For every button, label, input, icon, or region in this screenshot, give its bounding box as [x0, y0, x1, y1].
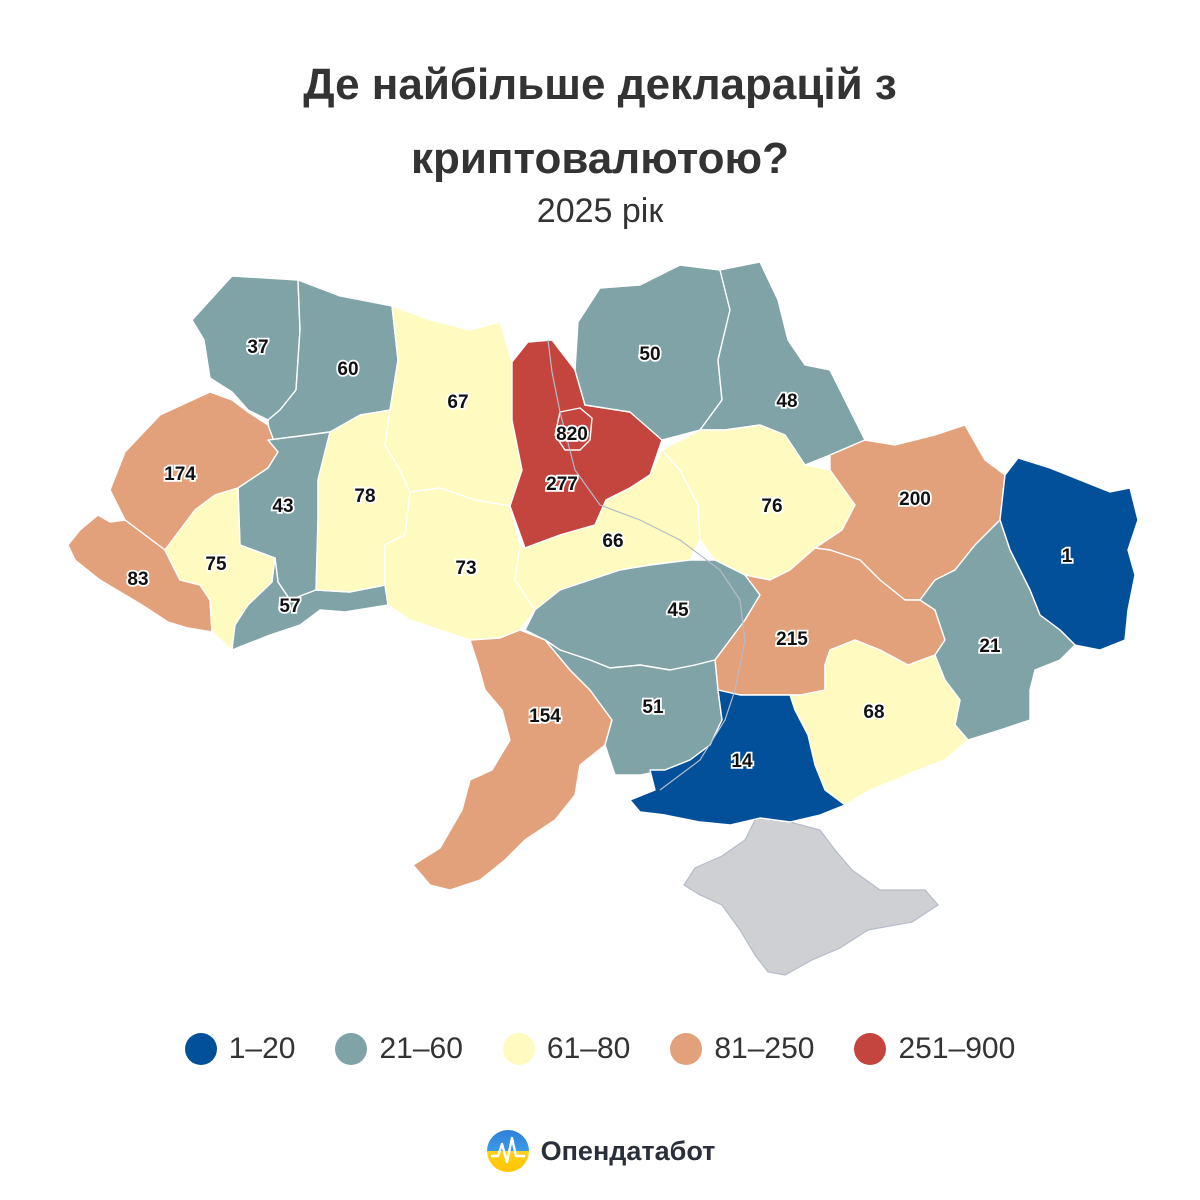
- brand: Опендатабот: [0, 1128, 1200, 1174]
- region-kyiv-city[interactable]: [554, 407, 593, 451]
- value-label-ivano-frankivsk: 75: [205, 554, 227, 575]
- value-label-vinnytsia: 73: [455, 558, 476, 579]
- legend-dot: [335, 1033, 368, 1065]
- value-label-zaporizhzhia: 68: [863, 702, 884, 723]
- chart-title: Де найбільше декларацій з криптовалютою?: [100, 48, 1100, 196]
- value-label-cherkasy: 66: [602, 531, 623, 552]
- dnipro-river: [547, 339, 746, 791]
- value-label-lviv: 174: [164, 464, 196, 485]
- brand-name: Опендатабот: [540, 1135, 716, 1166]
- value-label-ternopil: 43: [272, 496, 293, 517]
- region-chernivtsi[interactable]: [231, 557, 389, 651]
- legend-dot: [184, 1033, 217, 1065]
- value-label-zakarpattia: 83: [127, 569, 148, 590]
- value-label-kyiv-city: 820: [556, 424, 588, 445]
- value-label-mykolaiv: 51: [642, 697, 664, 718]
- title-line-2: криптовалютою?: [410, 134, 790, 183]
- legend-label: 251–900: [898, 1032, 1016, 1065]
- legend-label: 61–80: [546, 1032, 631, 1065]
- legend-label: 21–60: [379, 1032, 463, 1065]
- value-label-rivne: 60: [337, 359, 358, 380]
- value-label-kharkiv: 200: [899, 489, 931, 510]
- value-label-chernivtsi: 57: [279, 596, 300, 617]
- region-crimea[interactable]: [683, 817, 939, 976]
- legend-label: 81–250: [714, 1032, 815, 1065]
- legend-item-5: 251–900: [854, 1032, 1015, 1066]
- legend-dot: [854, 1033, 887, 1065]
- value-label-kyiv-oblast: 277: [546, 474, 578, 495]
- legend-dot: [670, 1033, 703, 1065]
- legend-label: 1–20: [228, 1032, 296, 1065]
- value-label-luhansk: 1: [1062, 546, 1073, 567]
- value-label-khmelnytskyi: 78: [354, 486, 375, 507]
- legend-item-1: 1–20: [184, 1032, 296, 1066]
- value-label-dnipropetrovsk: 215: [776, 629, 808, 650]
- legend-item-2: 21–60: [335, 1032, 463, 1066]
- legend-item-3: 61–80: [502, 1032, 631, 1066]
- value-label-chernihiv: 50: [639, 344, 660, 365]
- legend: 1–20 21–60 61–80 81–250 251–900: [0, 1032, 1200, 1066]
- value-label-kherson: 14: [731, 751, 753, 772]
- value-label-poltava: 76: [761, 496, 782, 517]
- region-sumy[interactable]: [699, 261, 866, 466]
- title-line-1: Де найбільше декларацій з: [303, 60, 897, 109]
- value-label-zhytomyr: 67: [447, 392, 468, 413]
- legend-dot: [502, 1033, 535, 1065]
- region-kherson[interactable]: [629, 689, 846, 826]
- chart-subtitle: 2025 рік: [536, 192, 664, 230]
- value-label-volyn: 37: [247, 337, 268, 358]
- value-label-donetsk: 21: [979, 636, 1001, 657]
- value-label-kirovohrad: 45: [667, 600, 689, 621]
- value-label-sumy: 48: [776, 391, 797, 412]
- value-label-odesa: 154: [529, 706, 561, 727]
- brand-logo-icon: [486, 1130, 529, 1172]
- legend-item-4: 81–250: [670, 1032, 814, 1066]
